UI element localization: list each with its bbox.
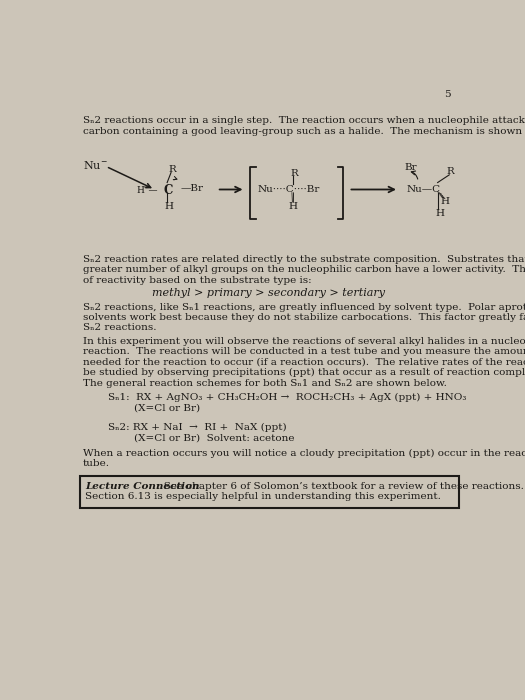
Text: Sₙ2: RX + NaI  →  RI +  NaX (ppt): Sₙ2: RX + NaI → RI + NaX (ppt) [108,423,287,432]
Text: of reactivity based on the substrate type is:: of reactivity based on the substrate typ… [82,276,311,285]
Text: In this experiment you will observe the reactions of several alkyl halides in a : In this experiment you will observe the … [82,337,525,346]
Text: solvents work best because they do not stabilize carbocations.  This factor grea: solvents work best because they do not s… [82,313,525,322]
Text: H: H [289,202,298,211]
Text: Nu—C: Nu—C [407,185,441,194]
Text: H: H [164,202,173,211]
Text: H: H [435,209,444,218]
Text: Br: Br [404,163,417,172]
Text: H: H [440,197,450,206]
Text: (X=Cl or Br): (X=Cl or Br) [108,403,201,412]
Text: Sₙ2 reactions, like Sₙ1 reactions, are greatly influenced by solvent type.  Pola: Sₙ2 reactions, like Sₙ1 reactions, are g… [82,302,525,312]
Text: reaction.  The reactions will be conducted in a test tube and you measure the am: reaction. The reactions will be conducte… [82,347,525,356]
Text: R: R [447,167,455,176]
Text: —Br: —Br [180,184,203,193]
Text: When a reaction occurs you will notice a cloudy precipitation (ppt) occur in the: When a reaction occurs you will notice a… [82,449,525,458]
Text: Sₙ2 reaction rates are related directly to the substrate composition.  Substrate: Sₙ2 reaction rates are related directly … [82,255,525,264]
FancyBboxPatch shape [80,476,458,508]
Text: Sₙ2 reactions.: Sₙ2 reactions. [82,323,156,332]
Text: greater number of alkyl groups on the nucleophilic carbon have a lower activity.: greater number of alkyl groups on the nu… [82,265,525,274]
Text: Sₙ2 reactions occur in a single step.  The reaction occurs when a nucleophile at: Sₙ2 reactions occur in a single step. Th… [82,116,525,125]
Text: Nu$^{-}$: Nu$^{-}$ [82,159,107,171]
Text: Sₙ1:  RX + AgNO₃ + CH₃CH₂OH →  ROCH₂CH₃ + AgX (ppt) + HNO₃: Sₙ1: RX + AgNO₃ + CH₃CH₂OH → ROCH₂CH₃ + … [108,393,467,402]
Text: methyl > primary > secondary > tertiary: methyl > primary > secondary > tertiary [152,288,385,298]
Text: carbon containing a good leaving-group such as a halide.  The mechanism is shown: carbon containing a good leaving-group s… [82,127,525,136]
Text: R: R [169,165,176,174]
Text: needed for the reaction to occur (if a reaction occurs).  The relative rates of : needed for the reaction to occur (if a r… [82,358,525,367]
Text: (X=Cl or Br)  Solvent: acetone: (X=Cl or Br) Solvent: acetone [108,433,295,442]
Text: tube.: tube. [82,459,110,468]
Text: Nu····C····Br: Nu····C····Br [258,185,320,194]
Text: Lecture Connection: Lecture Connection [85,482,200,491]
Text: The general reaction schemes for both Sₙ1 and Sₙ2 are shown below.: The general reaction schemes for both Sₙ… [82,379,447,388]
Text: Section 6.13 is especially helpful in understanding this experiment.: Section 6.13 is especially helpful in un… [85,493,441,501]
Text: : See chapter 6 of Solomon’s textbook for a review of these reactions.: : See chapter 6 of Solomon’s textbook fo… [157,482,524,491]
Text: 5: 5 [444,90,451,99]
Text: be studied by observing precipitations (ppt) that occur as a result of reaction : be studied by observing precipitations (… [82,368,525,377]
Text: H‴—: H‴— [136,186,158,195]
Text: R: R [290,169,298,178]
Text: C: C [163,184,173,197]
